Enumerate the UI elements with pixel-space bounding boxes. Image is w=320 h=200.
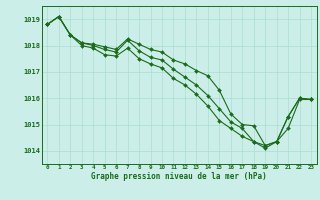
X-axis label: Graphe pression niveau de la mer (hPa): Graphe pression niveau de la mer (hPa) bbox=[91, 172, 267, 181]
